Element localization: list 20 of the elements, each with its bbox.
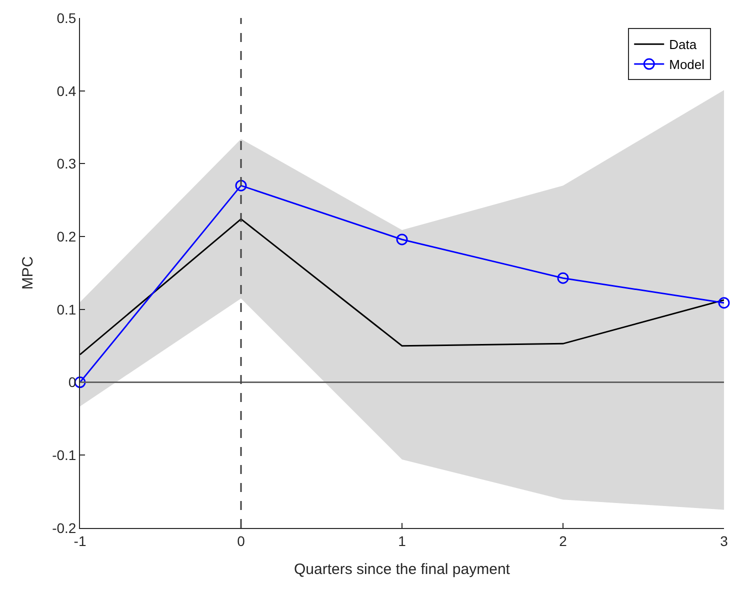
x-tick-label: 0 — [237, 532, 246, 549]
y-tick-label: 0.1 — [56, 301, 76, 318]
y-tick-label: -0.1 — [52, 447, 76, 464]
x-tick-label: 1 — [398, 532, 406, 549]
y-tick-label: 0.5 — [56, 10, 76, 26]
y-axis-title: MPC — [19, 256, 36, 290]
point — [557, 272, 569, 284]
x-tick-label: 3 — [720, 532, 728, 549]
y-tick-label: 0.3 — [56, 156, 76, 172]
x-axis-title: Quarters since the final payment — [294, 560, 511, 578]
y-tick-label: 0.4 — [56, 82, 76, 99]
point — [718, 297, 730, 309]
point — [235, 180, 247, 192]
legend-label: Data — [669, 37, 698, 52]
x-tick-label: 2 — [559, 532, 568, 549]
y-tick-label: 0.2 — [56, 228, 76, 244]
legend-label: Model — [669, 57, 705, 72]
y-tick-label: -0.2 — [52, 520, 76, 536]
point — [396, 234, 408, 246]
x-tick-label: -1 — [74, 532, 86, 549]
